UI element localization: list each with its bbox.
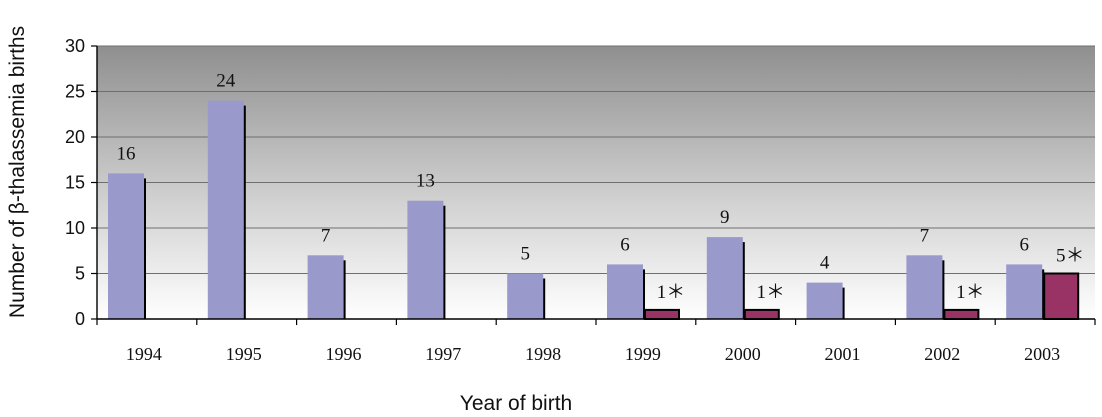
data-labels: 16 24 7 13 5 6 1＊ 9 1＊ 4 7 1＊ 6 5＊ [117,71,1085,303]
data-label-second-2002: 1＊ [956,282,985,303]
x-tick-label: 1997 [425,344,461,364]
bar-1999 [607,264,643,319]
data-label-2001: 4 [820,253,830,274]
bar-second-2003 [1043,272,1080,320]
bar-second-2000 [743,308,780,320]
x-tick-label: 2003 [1024,344,1060,364]
y-tick-label: 10 [65,218,85,238]
x-tick-label: 1999 [625,344,661,364]
axes [91,45,1096,325]
bars [108,100,1080,320]
data-label-1999: 6 [620,234,630,255]
data-label-2000: 9 [720,207,730,228]
y-tick-label: 25 [65,82,85,102]
data-label-second-2000: 1＊ [757,282,786,303]
x-tick-label: 2001 [825,344,861,364]
bar-1995 [207,100,244,319]
data-label-1995: 24 [216,71,236,92]
x-tick-label: 1994 [126,344,162,364]
data-label-1996: 7 [321,225,331,246]
data-label-second-1999: 1＊ [657,282,686,303]
x-tick-label: 1996 [326,344,362,364]
y-tick-label: 30 [65,36,85,56]
data-label-1997: 13 [416,171,435,192]
y-tick-label: 15 [65,173,85,193]
bar-2002 [906,255,943,319]
y-tick-label: 0 [75,309,85,329]
data-label-2002: 7 [920,225,930,246]
data-label-2003: 6 [1019,234,1029,255]
x-tick-label: 1998 [525,344,561,364]
y-tick-labels: 0 5 10 15 20 25 30 [65,36,85,329]
x-tick-label: 2002 [924,344,960,364]
data-label-second-2003: 5＊ [1056,246,1085,267]
x-axis-title: Year of birth [460,392,572,415]
y-axis-title: Number of β-thalassemia births [6,26,29,318]
bar-second-1999 [644,308,680,320]
x-tick-label: 2000 [725,344,761,364]
bar-1994 [108,173,144,319]
x-tick-labels: 1994 1995 1996 1997 1998 1999 2000 2001 2002 2003 [126,344,1060,364]
bar-1998 [507,273,544,319]
bar-second-2002 [943,308,980,320]
bar-2001 [806,282,843,319]
x-tick-label: 1995 [226,344,262,364]
data-label-1994: 16 [117,143,136,164]
data-label-1998: 5 [520,244,530,265]
y-tick-label: 20 [65,127,85,147]
bar-2003 [1006,264,1043,319]
y-tick-label: 5 [75,264,85,284]
bar-2000 [706,237,743,319]
bar-1996 [307,255,344,319]
gridlines [97,45,1095,274]
bar-1997 [407,200,444,319]
